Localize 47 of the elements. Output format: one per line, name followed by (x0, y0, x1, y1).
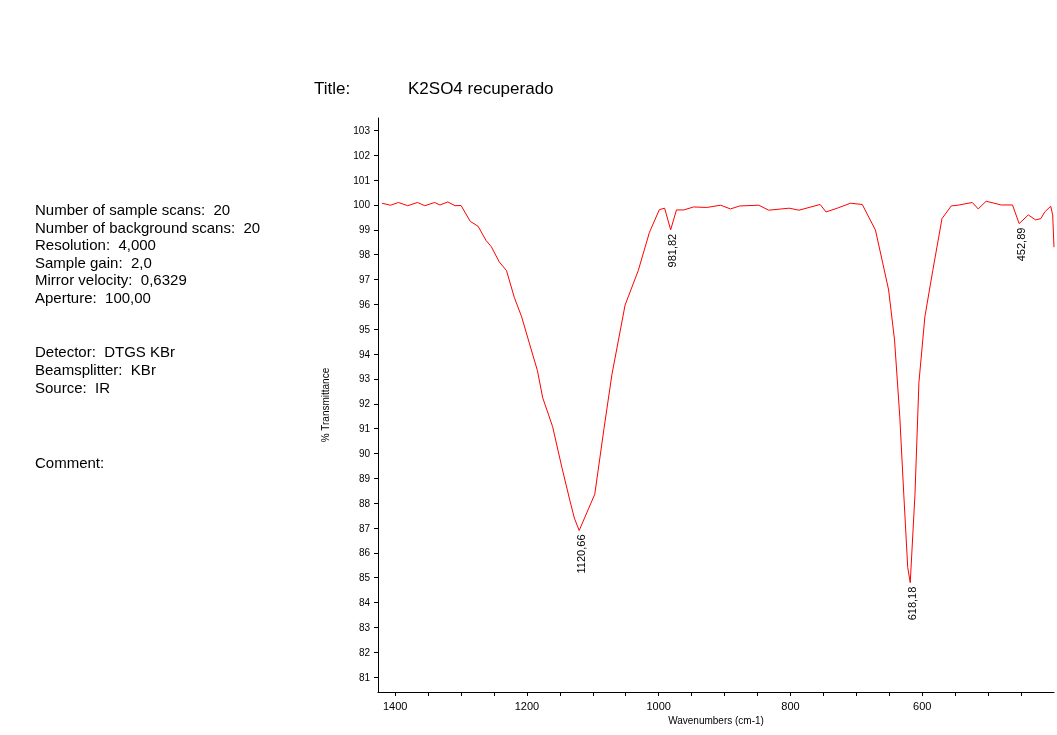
y-tick-label: 93 (358, 373, 371, 385)
y-tick-label: 92 (358, 398, 371, 410)
text: Number of sample scans: 20 (35, 201, 231, 218)
text: Number of background scans: 20 (35, 219, 261, 236)
y-tick-label: 81 (358, 671, 371, 683)
y-tick-label: 86 (358, 547, 371, 559)
y-tick-label: 83 (358, 621, 371, 633)
y-tick-label: 103 (353, 124, 371, 136)
y-tick-label: 85 (358, 572, 371, 584)
text: Aperture: 100,00 (35, 289, 151, 306)
y-tick-label: 102 (353, 149, 371, 161)
chart-title: K2SO4 recuperado (408, 79, 554, 98)
annotation: 981,82 (666, 233, 679, 268)
y-tick-label: 91 (358, 423, 371, 435)
y-tick-label: 94 (358, 348, 371, 360)
text: Comment: (35, 454, 105, 471)
y-tick-label: 96 (358, 298, 371, 310)
x-tick-label: 600 (913, 699, 932, 712)
text: Mirror velocity: 0,6329 (35, 271, 187, 288)
y-tick-label: 90 (358, 447, 371, 459)
y-tick-label: 95 (358, 323, 371, 335)
annotation: 618,18 (905, 586, 918, 621)
y-tick-label: 84 (358, 597, 371, 609)
y-tick-label: 89 (358, 472, 371, 484)
annotation: 1120,66 (574, 534, 587, 574)
text: Resolution: 4,000 (35, 236, 156, 253)
y-tick-label: 98 (358, 249, 371, 261)
text: Sample gain: 2,0 (35, 254, 152, 271)
y-tick-label: 97 (358, 274, 371, 286)
x-tick-label: 800 (781, 699, 800, 712)
source-note: Source: IR (35, 379, 111, 396)
y-axis-title: % Transmittance (319, 367, 331, 443)
y-tick-label: 99 (358, 224, 371, 236)
y-tick-label: 87 (358, 522, 371, 534)
text: Beamsplitter: KBr (35, 361, 156, 378)
text: Title: (314, 79, 351, 98)
x-axis-title: Wavenumbers (cm-1) (668, 715, 764, 727)
annotation: 452,89 (1014, 227, 1027, 262)
text: Detector: DTGS KBr (35, 343, 176, 360)
line-series (381, 200, 1055, 584)
y-tick-label: 82 (358, 646, 371, 658)
y-tick-label: 100 (353, 199, 371, 211)
x-tick-label: 1200 (514, 699, 540, 712)
x-tick-label: 1000 (646, 699, 671, 712)
y-tick-label: 88 (358, 497, 371, 509)
x-tick-label: 1400 (382, 699, 408, 712)
y-tick-label: 101 (353, 174, 371, 186)
